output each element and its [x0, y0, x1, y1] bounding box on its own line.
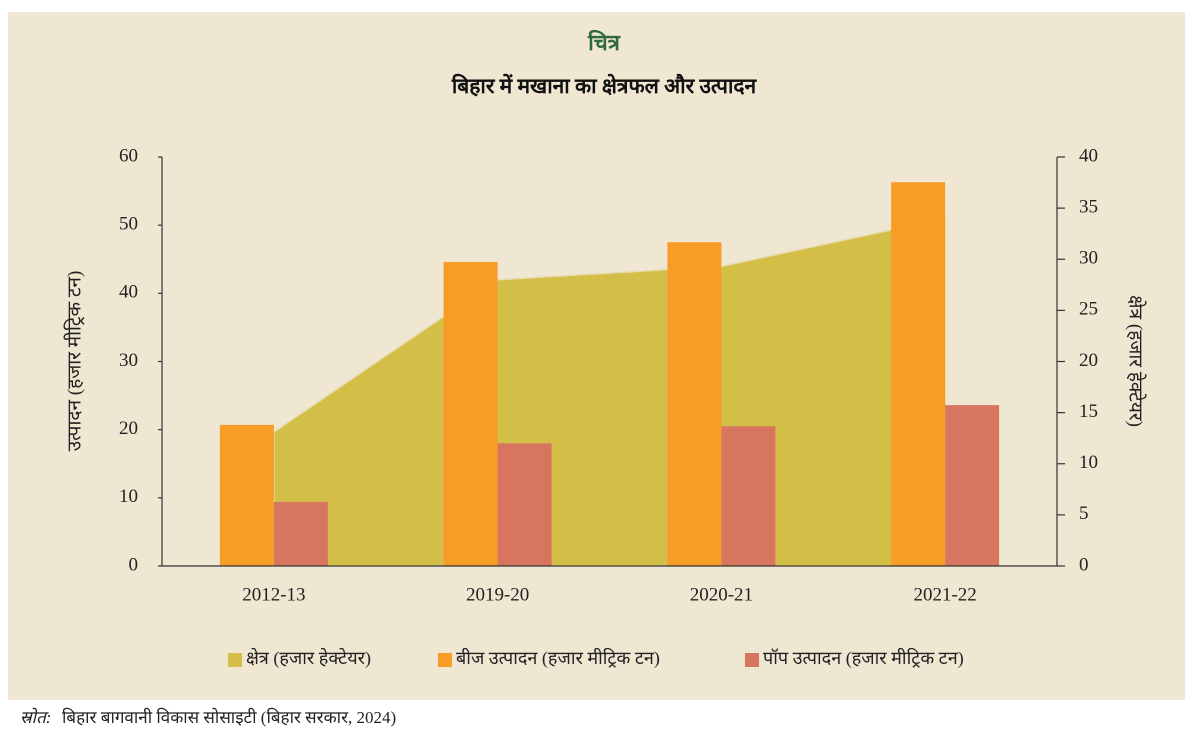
bar	[721, 426, 776, 566]
y-tick-label: 40	[119, 282, 138, 303]
y2-axis-label: क्षेत्र (हजार हेक्टेयर)	[1125, 295, 1148, 427]
y2-tick-label: 30	[1079, 248, 1098, 269]
y-axis-label: उत्पादन (हजार मीट्रिक टन)	[62, 271, 85, 452]
legend-label: बीज उत्पादन (हजार मीट्रिक टन)	[456, 647, 660, 669]
y2-tick-label: 20	[1079, 350, 1098, 371]
bar	[273, 501, 328, 566]
legend-swatch	[438, 653, 452, 667]
bar	[443, 261, 498, 566]
source-label: स्रोत:	[20, 707, 51, 727]
y-tick-label: 60	[119, 145, 138, 166]
chart-title: चित्र	[587, 29, 621, 55]
y2-tick-label: 15	[1079, 401, 1098, 422]
y-tick-label: 10	[119, 486, 138, 507]
bar	[945, 405, 1000, 566]
chart-subtitle: बिहार में मखाना का क्षेत्रफल और उत्पादन	[451, 73, 758, 98]
bar	[667, 242, 722, 567]
y-tick-label: 20	[119, 418, 138, 439]
y-tick-label: 30	[119, 350, 138, 371]
y2-tick-label: 25	[1079, 299, 1098, 320]
legend-label: पॉप उत्पादन (हजार मीट्रिक टन)	[763, 647, 964, 669]
y2-tick-label: 5	[1079, 503, 1089, 524]
legend-label: क्षेत्र (हजार हेक्टेयर)	[246, 647, 371, 669]
source-text: बिहार बागवानी विकास सोसाइटी (बिहार सरकार…	[62, 707, 396, 727]
x-tick-label: 2012-13	[242, 584, 305, 605]
x-tick-label: 2019-20	[466, 584, 529, 605]
x-tick-label: 2021-22	[913, 584, 976, 605]
bar	[891, 182, 946, 566]
y2-tick-label: 35	[1079, 196, 1098, 217]
y2-tick-label: 0	[1079, 554, 1089, 575]
bar	[497, 443, 552, 566]
y2-tick-label: 40	[1079, 145, 1098, 166]
y-tick-label: 50	[119, 214, 138, 235]
y-tick-label: 0	[129, 554, 139, 575]
y2-tick-label: 10	[1079, 452, 1098, 473]
legend-swatch	[228, 653, 242, 667]
bar	[219, 424, 274, 566]
x-tick-label: 2020-21	[690, 584, 753, 605]
legend-swatch	[745, 653, 759, 667]
